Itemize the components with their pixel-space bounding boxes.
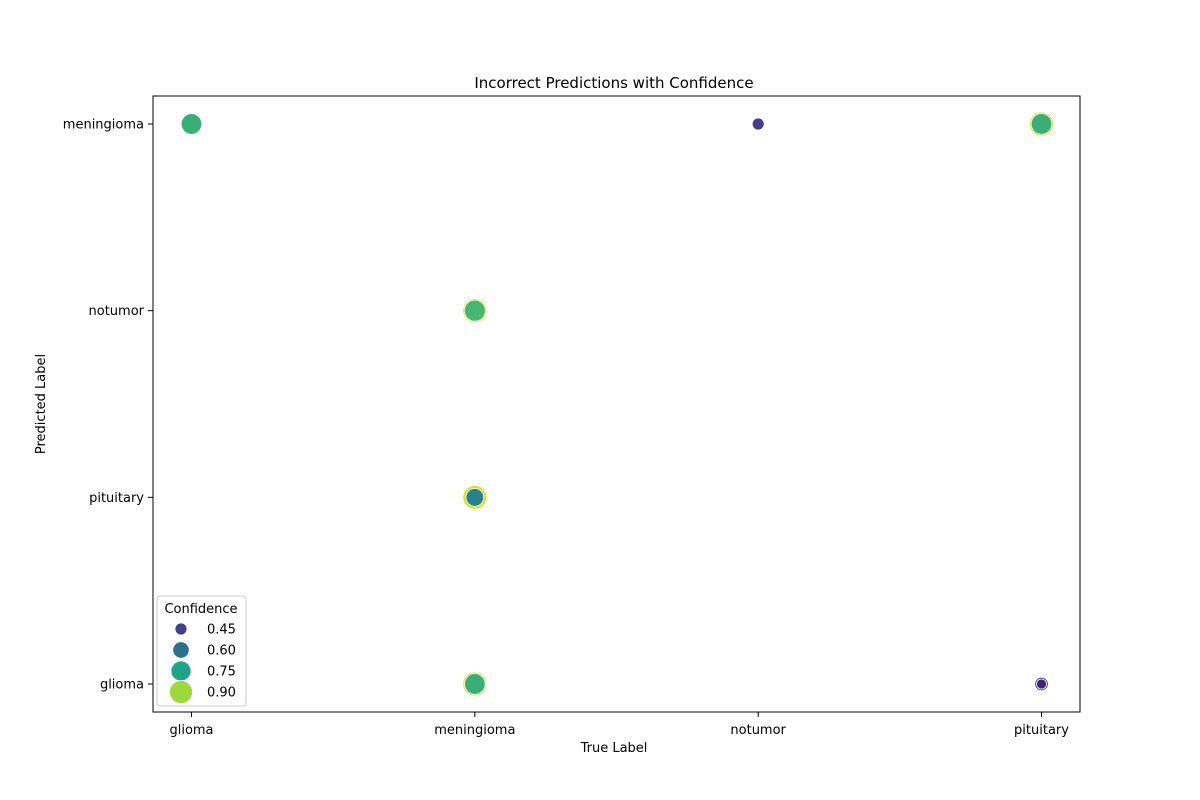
x-tick-label: glioma [169, 723, 213, 738]
legend-marker [169, 680, 193, 704]
data-points [180, 111, 1054, 697]
legend-entry-label: 0.90 [207, 686, 236, 701]
data-point [1030, 113, 1053, 135]
data-point [465, 488, 485, 507]
x-axis-label: True Label [580, 741, 648, 756]
data-point [180, 113, 203, 135]
y-tick-label: pituitary [89, 491, 144, 506]
legend-title: Confidence [164, 602, 237, 617]
data-point [751, 117, 765, 131]
y-tick-label: meningioma [63, 118, 144, 133]
data-point [1036, 678, 1047, 690]
x-tick-label: pituitary [1014, 723, 1069, 738]
legend-marker [174, 622, 188, 636]
x-tick-label: meningioma [434, 723, 515, 738]
y-tick-label: glioma [100, 678, 144, 693]
data-point [464, 673, 486, 695]
y-tick-label: notumor [89, 304, 145, 319]
x-axis: glioma meningioma notumor pituitary [169, 712, 1069, 738]
data-point [463, 299, 486, 322]
legend-entry-label: 0.75 [207, 665, 236, 680]
x-tick-label: notumor [730, 723, 786, 738]
legend-entry-label: 0.45 [207, 623, 236, 638]
y-axis-label: Predicted Label [34, 354, 49, 454]
y-axis: glioma pituitary notumor meningioma [63, 118, 153, 693]
legend-marker [170, 660, 192, 682]
chart-title: Incorrect Predictions with Confidence [474, 74, 753, 92]
legend: Confidence 0.45 0.60 0.75 0.90 [156, 595, 247, 707]
plot-area-frame [152, 95, 1081, 713]
legend-entry-label: 0.60 [207, 644, 236, 659]
legend-marker [172, 641, 190, 659]
